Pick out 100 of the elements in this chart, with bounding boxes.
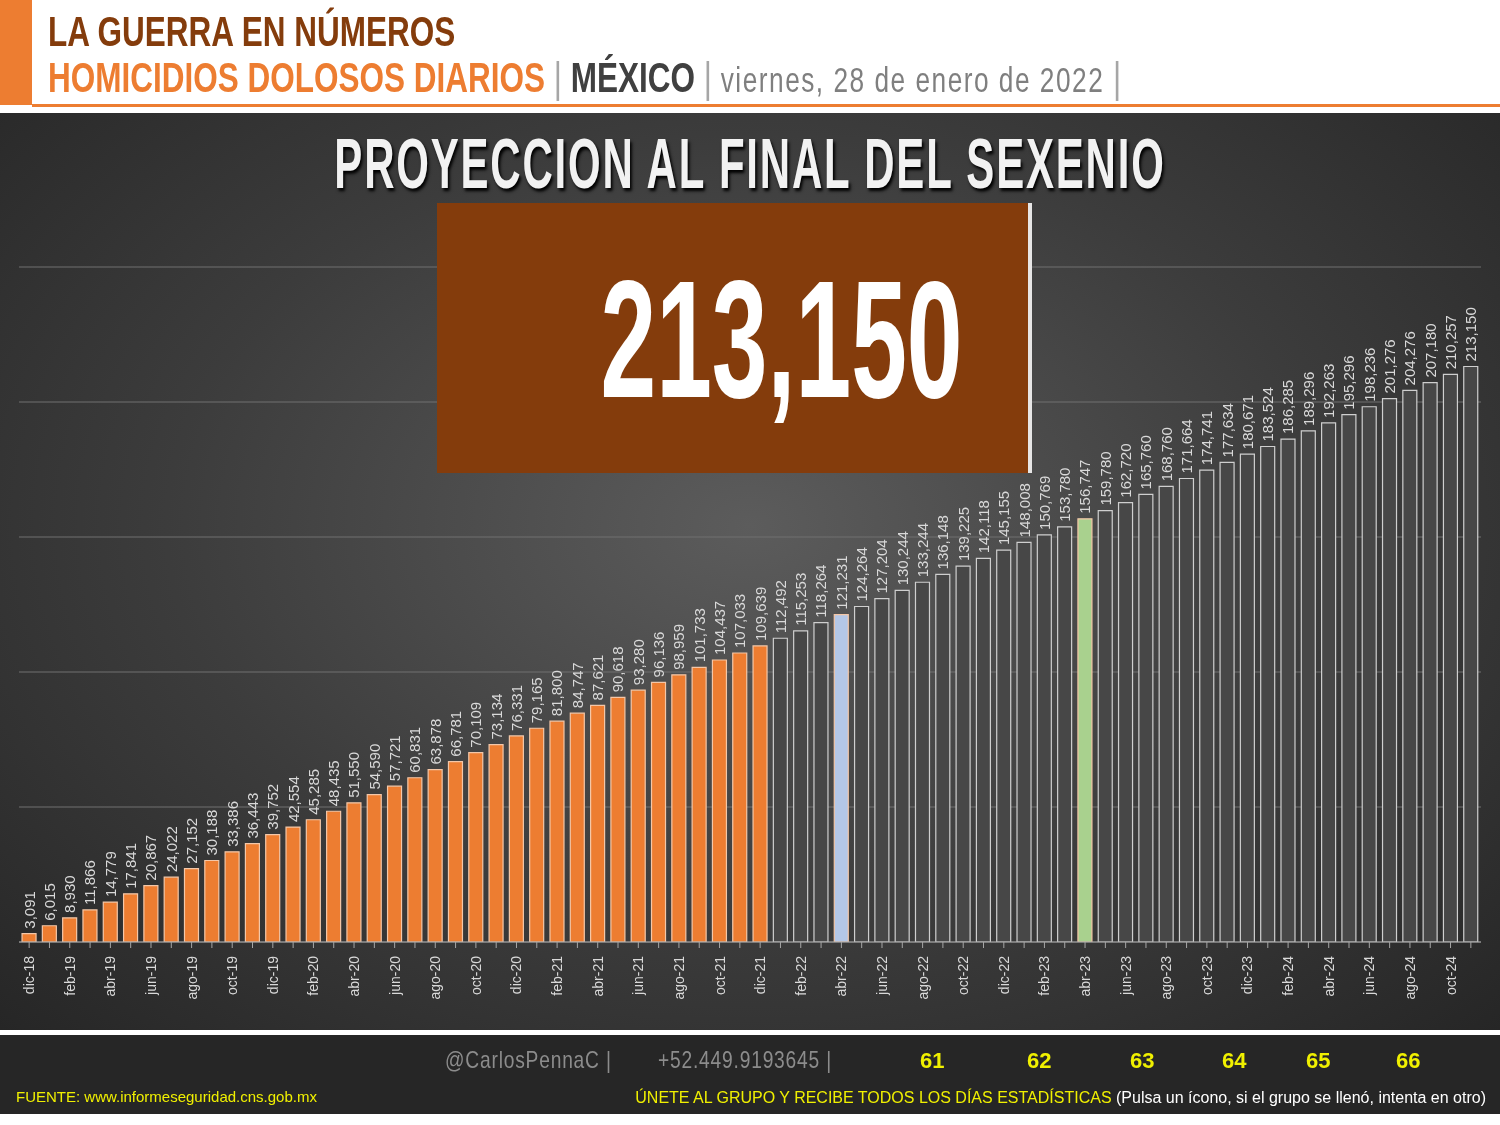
data-label: 118,264 bbox=[812, 564, 830, 618]
bar bbox=[163, 876, 179, 942]
data-label: 150,769 bbox=[1035, 475, 1053, 530]
bar bbox=[244, 843, 261, 942]
bar bbox=[1016, 541, 1032, 942]
x-tick-label: abr-21 bbox=[589, 955, 606, 997]
x-tick-label: ago-24 bbox=[1401, 955, 1418, 1000]
bar bbox=[407, 777, 423, 942]
data-label: 90,618 bbox=[609, 646, 627, 693]
data-label: 156,747 bbox=[1076, 459, 1094, 514]
data-label: 177,634 bbox=[1218, 403, 1236, 458]
text: 63 bbox=[1130, 1048, 1155, 1073]
data-label: 30,188 bbox=[203, 809, 221, 856]
bar bbox=[955, 565, 971, 942]
data-label: 81,800 bbox=[548, 670, 566, 717]
bar bbox=[1361, 406, 1377, 942]
bar bbox=[224, 851, 240, 942]
data-label: 165,760 bbox=[1137, 435, 1155, 490]
x-tick-label: abr-23 bbox=[1077, 955, 1094, 997]
data-label: 162,720 bbox=[1117, 443, 1135, 498]
x-tick-label: abr-24 bbox=[1320, 955, 1337, 997]
data-label: 98,959 bbox=[670, 623, 688, 670]
bar bbox=[305, 819, 321, 942]
data-label: 70,109 bbox=[467, 701, 485, 748]
data-label: 109,639 bbox=[751, 586, 769, 641]
text: @CarlosPennaC | bbox=[445, 1046, 612, 1073]
bar bbox=[1057, 526, 1073, 942]
x-tick-label: feb-21 bbox=[549, 955, 566, 996]
data-label: 17,841 bbox=[122, 842, 140, 889]
bar bbox=[691, 666, 707, 942]
bar bbox=[1300, 430, 1316, 942]
data-label: 189,296 bbox=[1299, 371, 1317, 426]
data-label: 79,165 bbox=[528, 677, 546, 724]
bar bbox=[996, 549, 1012, 942]
x-tick-label: jun-24 bbox=[1361, 955, 1378, 996]
bar bbox=[386, 785, 403, 942]
data-label: 36,443 bbox=[243, 792, 261, 839]
data-label: 207,180 bbox=[1421, 323, 1439, 378]
bar bbox=[1260, 445, 1276, 942]
x-tick-label: feb-23 bbox=[1036, 955, 1053, 996]
bar bbox=[529, 727, 545, 942]
x-tick-label: ago-19 bbox=[183, 955, 200, 1000]
bar bbox=[1097, 509, 1113, 942]
data-label: 121,231 bbox=[832, 555, 850, 610]
data-label: 198,236 bbox=[1360, 347, 1378, 402]
data-label: 73,134 bbox=[487, 693, 505, 740]
data-label: 6,015 bbox=[40, 883, 58, 921]
bar bbox=[732, 652, 748, 942]
bar bbox=[468, 752, 484, 942]
x-tick-label: dic-23 bbox=[1239, 955, 1256, 995]
bar bbox=[610, 696, 626, 942]
x-tick-label: jun-22 bbox=[873, 955, 890, 996]
data-label: 39,752 bbox=[264, 783, 282, 830]
bar bbox=[102, 901, 118, 942]
data-label: 168,760 bbox=[1157, 427, 1175, 482]
data-label: 112,492 bbox=[771, 580, 789, 634]
bar bbox=[1199, 469, 1215, 942]
bar bbox=[143, 885, 159, 942]
x-tick-label: feb-20 bbox=[305, 955, 322, 996]
bar bbox=[204, 859, 220, 942]
x-tick-label: feb-22 bbox=[792, 955, 809, 996]
data-label: 51,550 bbox=[345, 751, 363, 798]
data-label: 171,664 bbox=[1177, 419, 1195, 474]
bar bbox=[569, 712, 585, 942]
bar bbox=[1422, 382, 1438, 942]
x-tick-label: oct-22 bbox=[955, 955, 972, 995]
bar bbox=[1036, 534, 1052, 942]
bar bbox=[122, 893, 139, 942]
data-label: 107,033 bbox=[731, 593, 749, 649]
text: +52.449.9193645 | bbox=[658, 1046, 832, 1073]
bar bbox=[488, 743, 504, 942]
data-label: 159,780 bbox=[1096, 451, 1114, 506]
x-tick-label: abr-20 bbox=[346, 955, 363, 997]
x-tick-label: feb-24 bbox=[1280, 955, 1297, 996]
data-label: 127,204 bbox=[873, 539, 891, 594]
data-label: 54,590 bbox=[365, 743, 383, 790]
data-label: 115,253 bbox=[792, 572, 810, 626]
data-label: 60,831 bbox=[406, 726, 424, 773]
bar bbox=[1158, 485, 1174, 942]
text: ÚNETE AL GRUPO Y RECIBE TODOS LOS DÍAS ESTADÍSTICAS (Pulsa un ícono, si el grupo se llenó, intenta en otro) bbox=[635, 1089, 1486, 1106]
x-tick-label: feb-19 bbox=[61, 955, 78, 996]
data-label: 180,671 bbox=[1238, 394, 1256, 450]
data-label: 139,225 bbox=[954, 506, 972, 562]
bar bbox=[935, 573, 951, 942]
bar bbox=[833, 614, 849, 942]
bar bbox=[853, 605, 870, 942]
bar bbox=[590, 704, 606, 942]
bar bbox=[265, 834, 281, 942]
bar bbox=[366, 794, 382, 942]
bar bbox=[21, 933, 37, 942]
data-label: 96,136 bbox=[650, 631, 668, 678]
bar bbox=[793, 630, 809, 942]
bar bbox=[914, 581, 931, 942]
data-label: 3,091 bbox=[20, 891, 38, 929]
data-label: 183,524 bbox=[1259, 387, 1277, 442]
bar bbox=[1341, 414, 1357, 942]
data-label: 33,386 bbox=[223, 800, 241, 847]
data-label: 210,257 bbox=[1441, 315, 1459, 370]
data-label: 27,152 bbox=[182, 817, 200, 864]
x-tick-label: oct-24 bbox=[1442, 955, 1459, 995]
